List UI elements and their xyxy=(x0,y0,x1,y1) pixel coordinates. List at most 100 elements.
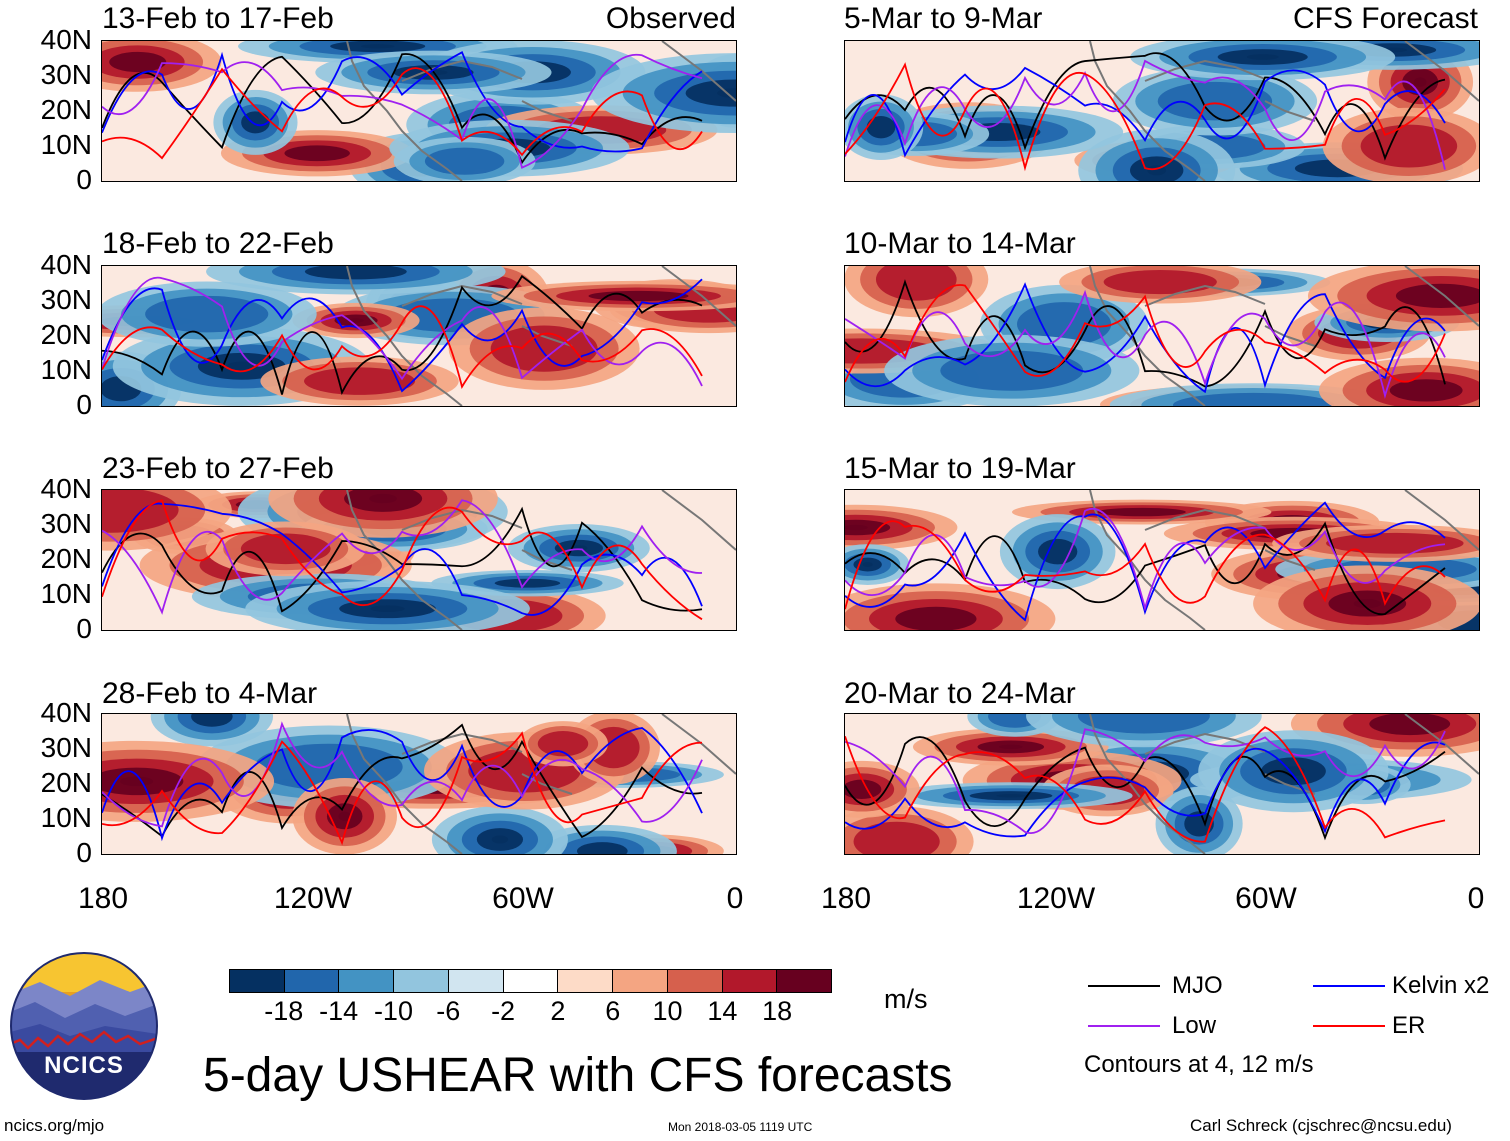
colorbar-label: -10 xyxy=(373,996,413,1026)
colorbar-label: 18 xyxy=(762,996,793,1026)
colorbar-label: 2 xyxy=(550,996,566,1026)
panel-title-obs-2: 18-Feb to 22-Feb xyxy=(102,227,334,260)
contour-line xyxy=(845,52,1446,161)
coastline xyxy=(346,490,736,630)
legend-label-kelvin: Kelvin x2 xyxy=(1392,972,1490,999)
shear-anomaly-blob xyxy=(284,145,350,162)
x-tick-120w-left: 120W xyxy=(273,882,353,915)
legend-line-kelvin xyxy=(1313,985,1385,987)
contour-line xyxy=(845,279,1446,388)
contour-line xyxy=(845,726,1446,843)
x-tick-0-right: 0 xyxy=(1467,882,1485,915)
shear-anomaly-blob xyxy=(1395,283,1479,308)
shear-anomaly-blob xyxy=(576,842,628,854)
panel-title-fc-1: 5-Mar to 9-Mar xyxy=(844,2,1043,35)
shear-anomaly-blob xyxy=(940,350,1084,391)
colorbar-label: -14 xyxy=(319,996,359,1026)
y-tick-left-2-3: 10N xyxy=(40,354,92,385)
coastline xyxy=(346,714,736,854)
y-tick-left-2-1: 30N xyxy=(40,284,92,315)
main-title: 5-day USHEAR with CFS forecasts xyxy=(203,1049,953,1102)
colorbar-swatch xyxy=(558,970,614,992)
shear-anomaly-blob xyxy=(845,779,882,799)
contour-line xyxy=(845,284,1446,383)
contour-line xyxy=(845,282,1446,394)
colorbar-swatch xyxy=(667,970,723,992)
shear-anomaly-blob xyxy=(241,111,270,134)
footer-author: Carl Schreck (cjschrec@ncsu.edu) xyxy=(1190,1116,1452,1135)
y-tick-left-1-0: 40N xyxy=(40,24,92,55)
shear-anomaly-blob xyxy=(866,116,896,139)
shear-anomaly-blob xyxy=(1369,714,1451,736)
y-tick-left-3-1: 30N xyxy=(40,508,92,539)
panel-obs-3 xyxy=(101,489,737,631)
x-tick-0-left: 0 xyxy=(726,882,744,915)
y-tick-left-1-1: 30N xyxy=(40,59,92,90)
shear-anomaly-blob xyxy=(1173,392,1334,406)
x-tick-120w-right: 120W xyxy=(1016,882,1096,915)
contour-line xyxy=(845,508,1446,612)
legend-line-mjo xyxy=(1088,985,1160,987)
shear-anomaly-blob xyxy=(145,295,269,333)
shear-anomaly-blob xyxy=(537,731,589,757)
shear-anomaly-blob xyxy=(685,79,736,107)
colorbar-swatch xyxy=(284,970,340,992)
contour-line xyxy=(102,53,703,169)
y-tick-left-4-0: 40N xyxy=(40,697,92,728)
shear-anomaly-blob xyxy=(875,266,957,301)
contour-line xyxy=(845,728,1446,835)
contour-line xyxy=(845,59,1446,170)
shear-anomaly-blob xyxy=(120,776,154,787)
panel-fc-3 xyxy=(844,489,1480,631)
observed-header: Observed xyxy=(605,2,736,35)
panel-title-obs-3: 23-Feb to 27-Feb xyxy=(102,452,334,485)
shear-anomaly-blob xyxy=(490,325,598,372)
shear-anomaly-blob xyxy=(1097,507,1186,517)
contour-line xyxy=(102,305,703,390)
panel-title-fc-4: 20-Mar to 24-Mar xyxy=(844,677,1076,710)
footer-timestamp: Mon 2018-03-05 1119 UTC xyxy=(668,1120,813,1134)
panel-fc-4 xyxy=(844,713,1480,855)
shear-anomaly-blob xyxy=(996,794,1026,798)
contour-line xyxy=(845,66,1446,158)
colorbar-swatch xyxy=(777,970,832,992)
colorbar-swatch xyxy=(394,970,449,992)
y-tick-left-3-4: 0 xyxy=(76,613,92,644)
colorbar-swatch xyxy=(613,970,668,992)
colorbar-unit: m/s xyxy=(884,984,928,1014)
panel-title-obs-1: 13-Feb to 17-Feb xyxy=(102,2,334,35)
shear-anomaly-blob xyxy=(1389,379,1463,402)
legend-label-er: ER xyxy=(1392,1012,1426,1039)
panel-title-fc-3: 15-Mar to 19-Mar xyxy=(844,452,1076,485)
y-tick-left-4-1: 30N xyxy=(40,732,92,763)
contour-line xyxy=(102,723,703,839)
shear-anomaly-blob xyxy=(240,533,331,565)
y-tick-left-2-2: 20N xyxy=(40,319,92,350)
contour-line xyxy=(102,51,703,153)
y-tick-left-1-4: 0 xyxy=(76,164,92,195)
shear-anomaly-blob xyxy=(853,821,940,854)
shear-anomaly-blob xyxy=(1326,532,1464,554)
y-tick-left-1-3: 10N xyxy=(40,129,92,160)
contour-line xyxy=(845,62,1446,172)
contour-line xyxy=(845,520,1446,610)
y-tick-left-4-3: 10N xyxy=(40,802,92,833)
panel-obs-2 xyxy=(101,265,737,407)
colorbar-swatch xyxy=(230,970,285,992)
shear-anomaly-blob xyxy=(370,605,405,613)
contour-line xyxy=(102,67,703,160)
shear-anomaly-blob xyxy=(369,493,397,504)
shear-anomaly-blob xyxy=(999,744,1023,750)
y-tick-left-3-3: 10N xyxy=(40,578,92,609)
logo-text: NCICS xyxy=(44,1052,124,1079)
shear-anomaly-blob xyxy=(338,811,351,821)
contour-line xyxy=(102,499,703,615)
contour-line xyxy=(102,53,703,165)
colorbar-label: 14 xyxy=(707,996,738,1026)
x-tick-60w-left: 60W xyxy=(492,882,554,915)
colorbar-swatch xyxy=(722,970,778,992)
shear-anomaly-blob xyxy=(1353,598,1382,609)
shear-anomaly-blob xyxy=(1077,714,1210,734)
contour-line xyxy=(102,276,703,387)
legend-line-low xyxy=(1088,1025,1160,1027)
